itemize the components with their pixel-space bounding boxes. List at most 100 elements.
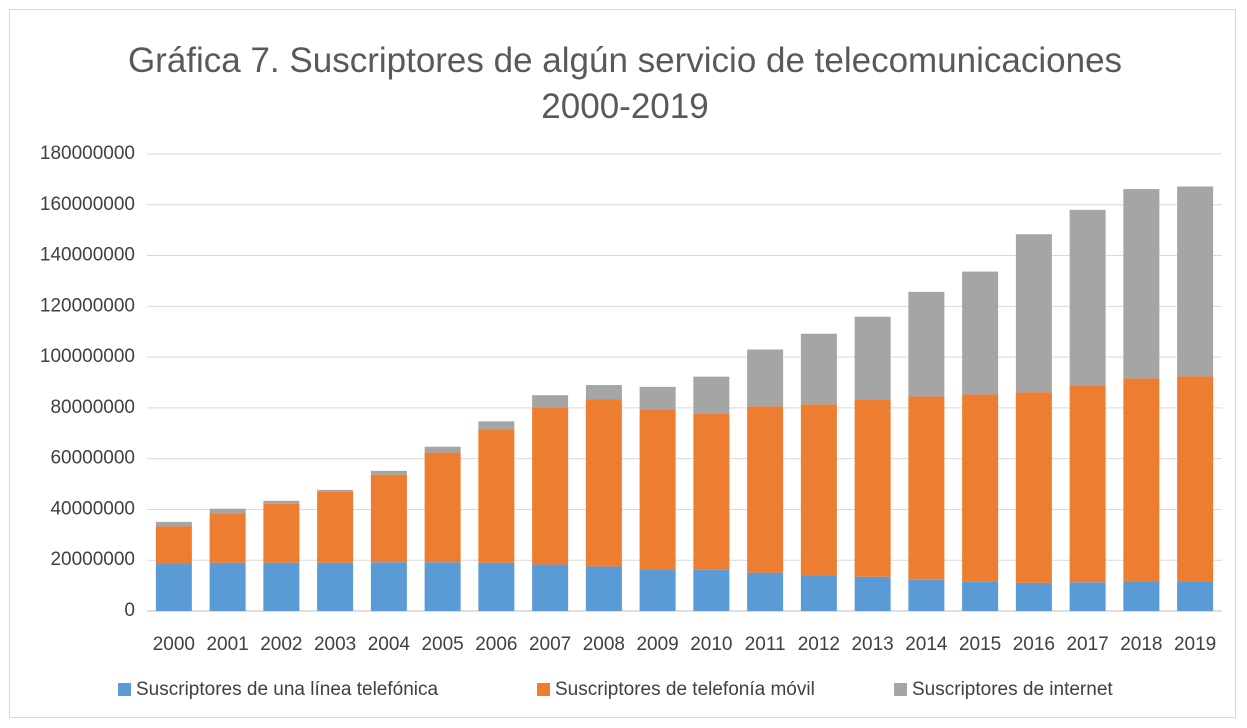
- bar-segment: [424, 446, 461, 453]
- bar-segment: [800, 575, 837, 611]
- bar-segment: [317, 489, 354, 492]
- y-tick-label: 160000000: [40, 194, 135, 215]
- bar-segment: [1069, 582, 1106, 611]
- bar-segment: [693, 376, 730, 414]
- x-tick-label: 2017: [1066, 634, 1108, 655]
- x-tick-label: 2011: [745, 634, 786, 655]
- bar-segment: [800, 333, 837, 405]
- y-tick-label: 60000000: [50, 448, 135, 469]
- bar-segment: [639, 569, 676, 611]
- y-tick-label: 20000000: [50, 549, 135, 570]
- y-tick-label: 180000000: [40, 143, 135, 164]
- bar-segment: [209, 508, 246, 514]
- x-tick-label: 2016: [1013, 634, 1055, 655]
- bar-segment: [370, 470, 407, 475]
- chart-title: Gráfica 7. Suscriptores de algún servici…: [127, 41, 1123, 126]
- bar-segment: [1123, 378, 1160, 582]
- bar-segment: [209, 513, 246, 563]
- x-tick-label: 2002: [260, 634, 302, 655]
- bar-segment: [317, 491, 354, 563]
- bar-segment: [1123, 189, 1160, 379]
- bar-segment: [800, 404, 837, 576]
- bar-segment: [317, 562, 354, 611]
- bar-segment: [908, 579, 945, 611]
- bar-segment: [747, 349, 784, 407]
- legend-label: Suscriptores de telefonía móvil: [555, 679, 815, 700]
- x-tick-label: 2004: [368, 634, 411, 655]
- bar-segment: [693, 413, 730, 570]
- bar-segment: [962, 271, 999, 395]
- x-tick-label: 2015: [959, 634, 1001, 655]
- y-tick-label: 0: [124, 600, 135, 621]
- x-tick-label: 2008: [583, 634, 625, 655]
- bar-segment: [424, 452, 461, 563]
- legend-swatch: [894, 683, 907, 696]
- legend-swatch: [537, 683, 550, 696]
- y-tick-label: 140000000: [40, 245, 135, 266]
- bar-segment: [639, 386, 676, 410]
- bar-segment: [908, 396, 945, 580]
- bar-segment: [747, 406, 784, 573]
- bar-segment: [962, 581, 999, 611]
- bar-segment: [854, 576, 891, 611]
- bar-segment: [532, 407, 569, 565]
- bar-segment: [962, 394, 999, 582]
- chart-border: [9, 9, 1236, 718]
- bar-segment: [639, 409, 676, 570]
- x-tick-label: 2007: [529, 634, 571, 655]
- bar-segment: [1015, 392, 1052, 583]
- bar-segment: [263, 503, 300, 563]
- bar-segment: [370, 474, 407, 563]
- bar-segment: [1123, 581, 1160, 611]
- x-tick-label: 2000: [153, 634, 195, 655]
- bar-segment: [854, 400, 891, 577]
- legend-swatch: [118, 683, 131, 696]
- bar-segment: [155, 526, 192, 565]
- bar-segment: [478, 429, 515, 563]
- bar-segment: [1177, 376, 1214, 582]
- bar-segment: [424, 562, 461, 611]
- bar-segment: [478, 421, 515, 430]
- bar-segment: [209, 562, 246, 611]
- bar-segment: [155, 564, 192, 611]
- x-tick-label: 2003: [314, 634, 356, 655]
- bar-segment: [532, 395, 569, 408]
- bar-segment: [370, 562, 407, 611]
- bar-segment: [1015, 234, 1052, 393]
- bar-segment: [478, 562, 515, 611]
- x-tick-label: 2013: [851, 634, 893, 655]
- bar-segment: [747, 572, 784, 611]
- bar-segment: [155, 521, 192, 527]
- legend-label: Suscriptores de internet: [912, 679, 1113, 700]
- x-tick-label: 2019: [1174, 634, 1216, 655]
- bar-segment: [585, 566, 622, 611]
- bar-segment: [1177, 186, 1214, 377]
- bar-segment: [693, 569, 730, 611]
- y-tick-label: 40000000: [50, 498, 135, 519]
- x-tick-label: 2014: [905, 634, 948, 655]
- bar-segment: [1177, 581, 1214, 611]
- y-tick-label: 100000000: [40, 346, 135, 367]
- bar-segment: [908, 291, 945, 397]
- y-tick-label: 80000000: [50, 397, 135, 418]
- bar-segment: [1069, 209, 1106, 386]
- bar-segment: [1015, 582, 1052, 611]
- bar-segment: [263, 500, 300, 504]
- x-tick-label: 2018: [1120, 634, 1162, 655]
- x-tick-label: 2012: [798, 634, 840, 655]
- bar-segment: [854, 316, 891, 401]
- x-tick-label: 2001: [206, 634, 248, 655]
- bar-segment: [263, 562, 300, 611]
- x-tick-label: 2005: [421, 634, 463, 655]
- x-tick-label: 2010: [690, 634, 732, 655]
- legend-label: Suscriptores de una línea telefónica: [136, 679, 439, 700]
- y-tick-label: 120000000: [40, 295, 135, 316]
- bar-segment: [585, 399, 622, 567]
- bar-segment: [532, 564, 569, 611]
- bar-segment: [585, 385, 622, 400]
- x-tick-label: 2006: [475, 634, 517, 655]
- x-tick-label: 2009: [636, 634, 678, 655]
- bar-segment: [1069, 385, 1106, 583]
